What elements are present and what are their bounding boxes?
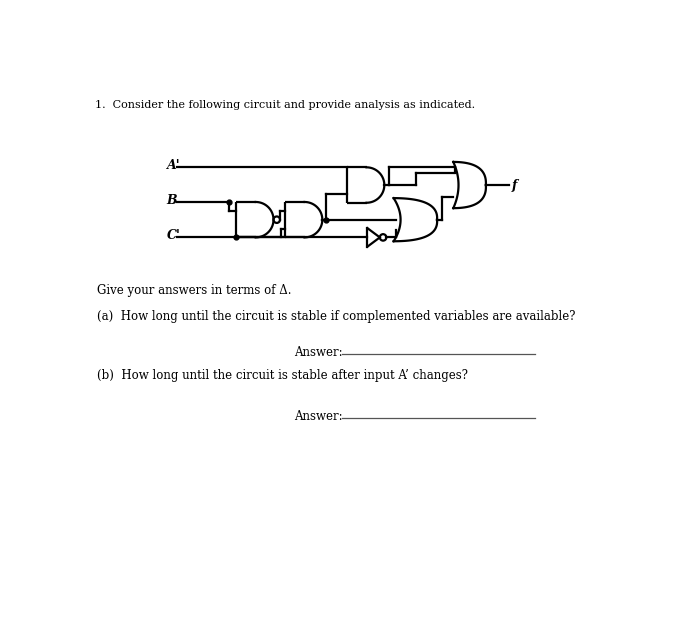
Text: (a)  How long until the circuit is stable if complemented variables are availabl: (a) How long until the circuit is stable… — [97, 310, 575, 323]
Text: A': A' — [167, 159, 180, 172]
Text: f: f — [512, 179, 517, 192]
Text: 1.  Consider the following circuit and provide analysis as indicated.: 1. Consider the following circuit and pr… — [95, 99, 475, 109]
Text: B: B — [167, 194, 177, 207]
Text: Answer:: Answer: — [294, 345, 342, 358]
Text: (b)  How long until the circuit is stable after input A’ changes?: (b) How long until the circuit is stable… — [97, 369, 468, 382]
Text: C': C' — [167, 229, 181, 242]
Text: Give your answers in terms of Δ.: Give your answers in terms of Δ. — [97, 284, 291, 297]
Text: Answer:: Answer: — [294, 410, 342, 423]
